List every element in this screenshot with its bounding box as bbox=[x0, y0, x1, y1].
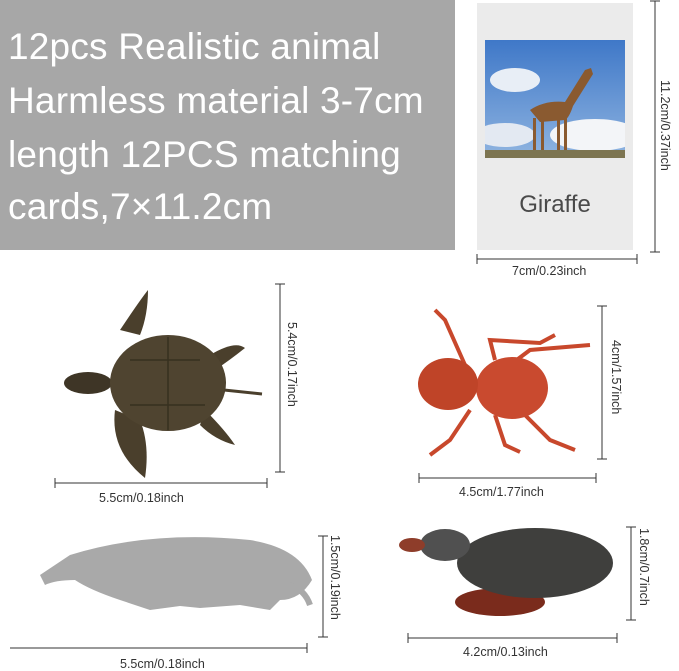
card-height-label: 11.2cm/0.37inch bbox=[658, 80, 672, 171]
elephant-figure bbox=[40, 537, 313, 610]
platypus-width-label: 4.2cm/0.13inch bbox=[463, 645, 548, 659]
turtle-height-line bbox=[275, 283, 285, 473]
info-banner: 12pcs Realistic animal Harmless material… bbox=[0, 0, 455, 250]
platypus-figure bbox=[399, 528, 613, 616]
platypus-width-line bbox=[407, 633, 618, 643]
banner-line: length 12PCS matching bbox=[8, 134, 401, 175]
beetle-figure bbox=[418, 308, 591, 457]
card-animal-name: Giraffe bbox=[519, 191, 591, 218]
turtle-height-label: 5.4cm/0.17inch bbox=[285, 322, 299, 407]
card-width-label: 7cm/0.23inch bbox=[512, 264, 587, 278]
elephant-height-label: 1.5cm/0.19inch bbox=[328, 535, 342, 620]
turtle-figure bbox=[64, 290, 263, 478]
platypus-height-line bbox=[626, 526, 636, 621]
beetle-height-line bbox=[597, 305, 607, 460]
beetle-width-line bbox=[418, 473, 597, 483]
banner-line: Harmless material 3-7cm bbox=[8, 80, 424, 121]
banner-line: cards,7×11.2cm bbox=[8, 186, 273, 227]
turtle-width-line bbox=[54, 478, 268, 488]
elephant-width-line bbox=[10, 643, 308, 653]
beetle-height-label: 4cm/1.57inch bbox=[609, 340, 623, 415]
platypus-height-label: 1.8cm/0.7inch bbox=[637, 528, 651, 606]
banner-line: 12pcs Realistic animal bbox=[8, 26, 381, 67]
elephant-height-line bbox=[318, 535, 328, 638]
card-height-line bbox=[650, 0, 660, 253]
elephant-width-label: 5.5cm/0.18inch bbox=[120, 657, 205, 671]
card-width-line bbox=[476, 254, 638, 264]
matching-card: Giraffe bbox=[477, 3, 633, 250]
beetle-width-label: 4.5cm/1.77inch bbox=[459, 485, 544, 499]
turtle-width-label: 5.5cm/0.18inch bbox=[99, 491, 184, 505]
giraffe-photo bbox=[485, 40, 625, 158]
